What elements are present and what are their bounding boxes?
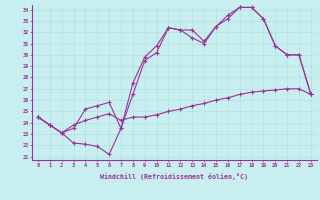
X-axis label: Windchill (Refroidissement éolien,°C): Windchill (Refroidissement éolien,°C): [100, 173, 248, 180]
